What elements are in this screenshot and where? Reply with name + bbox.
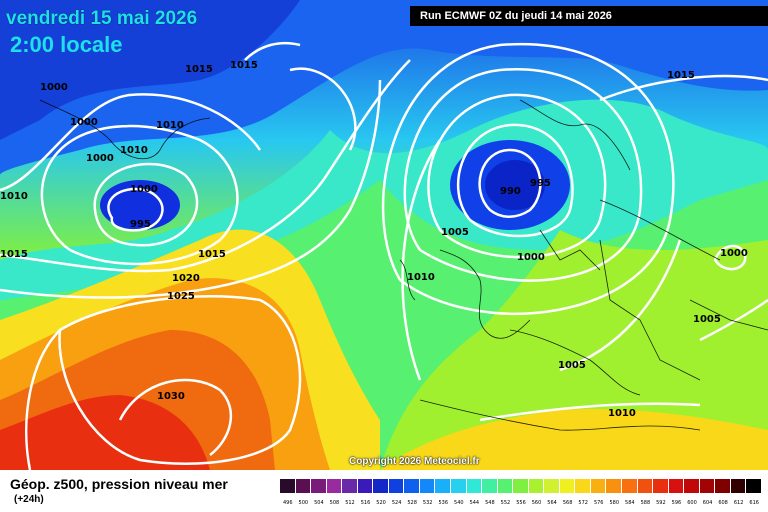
- scale-swatch: [435, 479, 452, 493]
- scale-swatch: [730, 479, 747, 493]
- copyright: Copyright 2026 Meteociel.fr: [349, 456, 480, 467]
- scale-label: 564: [547, 500, 557, 506]
- color-scale-labels: 496 500 504 508 512 516 520 524 528 532 536 540 544 5…: [280, 500, 762, 506]
- scale-label: 592: [656, 500, 666, 506]
- scale-swatch: [326, 479, 343, 493]
- scale-swatch: [653, 479, 669, 493]
- scale-label: 588: [640, 500, 651, 506]
- scale-label: 500: [298, 500, 309, 506]
- isobar-label: 1010: [608, 408, 636, 419]
- scale-label: 496: [283, 500, 293, 506]
- legend-title: Géop. z500, pression niveau mer: [10, 476, 228, 492]
- scale-label: 524: [391, 500, 402, 506]
- scale-swatch: [668, 479, 685, 493]
- isobar-label: 995: [130, 219, 151, 230]
- scale-swatch: [280, 479, 296, 493]
- scale-swatch: [357, 479, 374, 493]
- scale-label: 608: [718, 500, 728, 506]
- scale-swatch: [559, 479, 576, 493]
- scale-label: 576: [593, 500, 604, 506]
- scale-label: 604: [702, 500, 713, 506]
- isobar-label: 1000: [517, 252, 545, 263]
- scale-label: 544: [469, 500, 480, 506]
- scale-swatch: [684, 479, 700, 493]
- isobar-label: 1030: [157, 391, 185, 402]
- isobar-label: 1005: [558, 360, 586, 371]
- scale-label: 600: [687, 500, 697, 506]
- scale-label: 528: [407, 500, 417, 506]
- forecast-time: 2:00 locale: [10, 32, 123, 57]
- scale-swatch: [575, 479, 591, 493]
- scale-label: 616: [749, 500, 759, 506]
- scale-label: 536: [438, 500, 449, 506]
- scale-swatch: [513, 479, 529, 493]
- scale-label: 596: [671, 500, 682, 506]
- scale-swatch: [699, 479, 716, 493]
- scale-label: 560: [531, 500, 542, 506]
- scale-label: 540: [454, 500, 464, 506]
- scale-swatch: [451, 479, 467, 493]
- scale-label: 552: [500, 500, 511, 506]
- isobar-label: 1015: [230, 60, 258, 71]
- isobar-label: 1015: [185, 64, 213, 75]
- scale-label: 532: [422, 500, 433, 506]
- scale-label: 572: [578, 500, 588, 506]
- color-scale: [280, 479, 762, 493]
- scale-swatch: [388, 479, 405, 493]
- scale-label: 548: [485, 500, 495, 506]
- isobar-label: 1025: [167, 291, 195, 302]
- scale-swatch: [637, 479, 654, 493]
- isobar-label: 1010: [120, 145, 148, 156]
- scale-swatch: [622, 479, 638, 493]
- scale-label: 520: [376, 500, 386, 506]
- legend-subtitle: (+24h): [14, 494, 44, 505]
- forecast-date: vendredi 15 mai 2026: [6, 8, 198, 29]
- isobar-label: 995: [530, 178, 551, 189]
- scale-label: 584: [625, 500, 635, 506]
- scale-swatch: [482, 479, 498, 493]
- scale-label: 612: [733, 500, 744, 506]
- scale-swatch: [715, 479, 731, 493]
- scale-swatch: [746, 479, 762, 493]
- scale-swatch: [342, 479, 358, 493]
- isobar-label: 990: [500, 186, 521, 197]
- model-run-label: Run ECMWF 0Z du jeudi 14 mai 2026: [410, 6, 768, 26]
- isobar-label: 1015: [198, 249, 226, 260]
- isobar-label: 1005: [693, 314, 721, 325]
- isobar-label: 1000: [720, 248, 748, 259]
- isobar-label: 1020: [172, 273, 200, 284]
- isobar-label: 1000: [40, 82, 68, 93]
- scale-label: 556: [516, 500, 526, 506]
- isobar-label: 1010: [407, 272, 435, 283]
- scale-label: 580: [609, 500, 620, 506]
- scale-label: 508: [329, 500, 340, 506]
- isobar-label: 1010: [156, 120, 184, 131]
- isobar-label: 1015: [667, 70, 695, 81]
- scale-label: 516: [360, 500, 371, 506]
- scale-label: 512: [345, 500, 355, 506]
- scale-swatch: [295, 479, 312, 493]
- weather-map: 995 1000 1000 1000 1000 1010 1010 1010 1…: [0, 0, 768, 470]
- isobar-label: 1005: [441, 227, 469, 238]
- scale-swatch: [544, 479, 560, 493]
- scale-label: 568: [562, 500, 573, 506]
- scale-swatch: [590, 479, 607, 493]
- scale-swatch: [419, 479, 436, 493]
- scale-swatch: [606, 479, 623, 493]
- isobar-label: 1000: [70, 117, 98, 128]
- scale-label: 504: [314, 500, 324, 506]
- isobar-label: 1015: [0, 249, 28, 260]
- isobar-label: 1000: [86, 153, 114, 164]
- isobar-label: 1010: [0, 191, 28, 202]
- scale-swatch: [466, 479, 483, 493]
- scale-swatch: [497, 479, 514, 493]
- scale-swatch: [404, 479, 420, 493]
- scale-swatch: [528, 479, 545, 493]
- scale-swatch: [373, 479, 389, 493]
- scale-swatch: [311, 479, 327, 493]
- isobar-label: 1000: [130, 184, 158, 195]
